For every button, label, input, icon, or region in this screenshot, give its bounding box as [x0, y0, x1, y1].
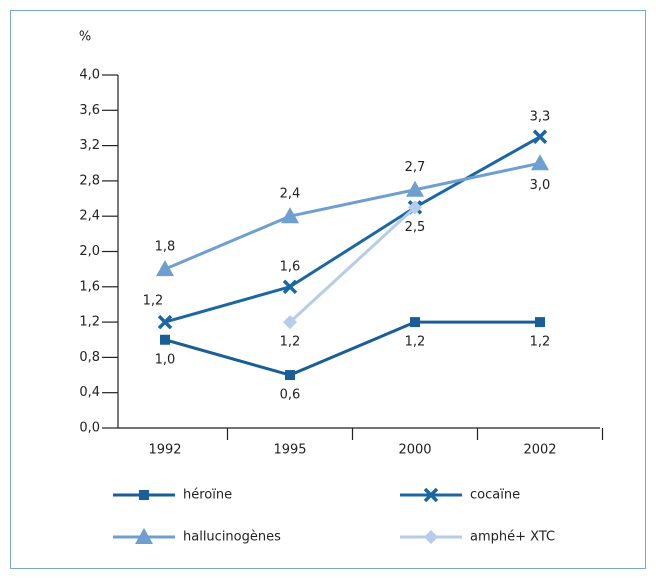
x-tick-label: 1995 — [273, 443, 306, 458]
data-label: 2,5 — [405, 220, 426, 235]
data-label: 3,0 — [530, 178, 551, 193]
data-point — [283, 315, 297, 330]
series-line — [164, 161, 541, 271]
data-point — [408, 200, 422, 215]
legend-marker — [139, 490, 149, 500]
y-tick-label: 2,4 — [79, 209, 100, 224]
y-tick-label: 3,6 — [79, 103, 100, 118]
y-tick-label: 1,2 — [79, 315, 100, 330]
data-point — [156, 260, 174, 277]
data-point — [285, 370, 295, 381]
y-tick-label: 2,0 — [79, 244, 100, 259]
legend-label: hallucinogènes — [183, 530, 281, 545]
data-label: 2,4 — [280, 187, 301, 202]
y-axis-label: % — [79, 30, 91, 45]
data-point — [531, 154, 549, 171]
y-tick-label: 3,2 — [79, 138, 100, 153]
x-tick-label: 2000 — [398, 443, 431, 458]
y-tick-label: 4,0 — [79, 68, 100, 83]
x-tick-label: 1992 — [148, 443, 181, 458]
legend-marker — [135, 528, 153, 544]
legend-label: cocaïne — [470, 488, 520, 503]
data-point — [535, 317, 545, 328]
data-point — [532, 129, 548, 145]
legend-marker — [423, 487, 439, 503]
data-point — [406, 180, 424, 197]
data-label: 3,3 — [530, 109, 551, 124]
data-point — [281, 207, 299, 224]
data-point — [157, 314, 173, 330]
y-tick-label: 1,6 — [79, 279, 100, 294]
data-label: 0,6 — [280, 388, 301, 403]
data-label: 1,2 — [143, 294, 164, 309]
series-line — [164, 320, 540, 377]
series-line — [164, 135, 541, 324]
y-tick-label: 0,0 — [79, 421, 100, 436]
y-tick-label: 0,4 — [79, 385, 100, 400]
y-tick-label: 2,8 — [79, 173, 100, 188]
series-line — [288, 206, 417, 324]
data-label: 1,2 — [405, 335, 426, 350]
legend-marker — [424, 530, 438, 544]
legend-label: amphé+ XTC — [470, 530, 555, 545]
data-point — [160, 334, 170, 345]
data-label: 1,2 — [280, 335, 301, 350]
y-tick-label: 0,8 — [79, 350, 100, 365]
data-label: 1,8 — [155, 240, 176, 255]
data-point — [282, 279, 298, 295]
data-label: 1,2 — [530, 335, 551, 350]
data-point — [410, 317, 420, 328]
x-tick-label: 2002 — [523, 443, 556, 458]
data-label: 2,7 — [405, 160, 426, 175]
frame — [10, 10, 646, 569]
data-label: 1,0 — [155, 352, 176, 367]
data-label: 1,6 — [280, 259, 301, 274]
legend-label: héroïne — [183, 488, 232, 503]
